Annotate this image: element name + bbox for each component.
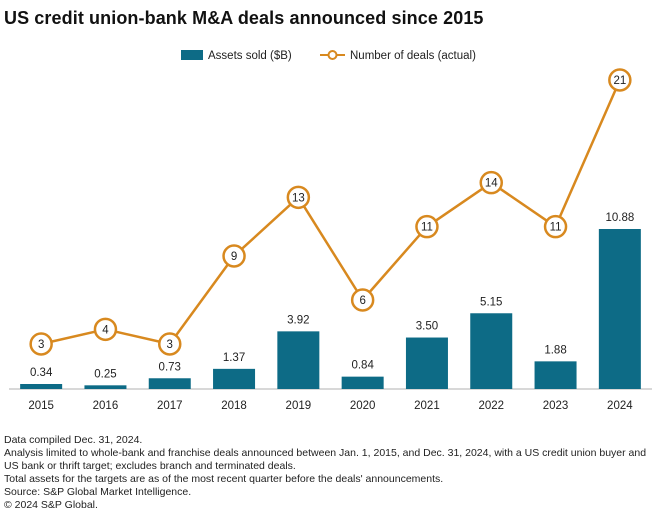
- assets-bar: [598, 229, 641, 389]
- deals-marker-label: 13: [292, 192, 305, 204]
- chart-notes: Data compiled Dec. 31, 2024. Analysis li…: [4, 434, 654, 512]
- deals-marker: [479, 170, 503, 195]
- x-tick-label: 2024: [607, 400, 633, 412]
- assets-bar: [84, 385, 127, 389]
- x-tick-label: 2018: [221, 400, 247, 412]
- deals-marker: [286, 185, 311, 210]
- deals-marker: [93, 317, 118, 342]
- legend-bar-label: Assets sold ($B): [208, 50, 292, 62]
- chart-title: US credit union-bank M&A deals announced…: [4, 8, 484, 28]
- note-line: Source: S&P Global Market Intelligence.: [4, 486, 192, 498]
- note-line: © 2024 S&P Global.: [4, 499, 98, 511]
- assets-bar-label: 0.84: [351, 360, 374, 372]
- legend-line-label: Number of deals (actual): [350, 50, 476, 62]
- deals-marker: [222, 244, 246, 268]
- assets-bar-label: 3.92: [287, 314, 309, 326]
- deals-marker: [415, 214, 439, 239]
- assets-bar: [213, 368, 256, 389]
- deals-marker-label: 3: [38, 339, 44, 351]
- deals-marker: [543, 214, 568, 239]
- x-tick-label: 2022: [478, 400, 504, 412]
- deals-marker: [608, 68, 632, 92]
- assets-bar: [534, 361, 577, 389]
- deals-line: [39, 78, 622, 346]
- x-tick-label: 2020: [350, 400, 376, 412]
- legend-line-marker: [327, 50, 338, 60]
- deals-marker-label: 11: [550, 222, 562, 234]
- x-tick-label: 2021: [414, 400, 440, 412]
- assets-bar: [277, 331, 320, 389]
- x-tick-label: 2016: [93, 400, 119, 412]
- deals-marker-label: 9: [231, 251, 237, 263]
- plot-area: 2015 2016 2017 2018 2019 2020 2021 2022 2023 2024…: [9, 68, 652, 412]
- deals-marker-label: 11: [421, 222, 433, 234]
- deals-marker-label: 21: [613, 75, 626, 87]
- assets-bar-label: 0.25: [94, 368, 116, 380]
- assets-bar-label: 1.88: [544, 344, 566, 356]
- assets-bar-label: 10.88: [605, 212, 634, 224]
- x-tick-label: 2023: [543, 400, 569, 412]
- x-tick-label: 2015: [28, 400, 54, 412]
- deals-marker: [350, 288, 375, 312]
- assets-bar-label: 3.50: [416, 321, 438, 333]
- assets-bar-label: 0.73: [159, 361, 181, 373]
- deals-marker-label: 4: [102, 324, 109, 336]
- assets-bar-label: 1.37: [223, 352, 245, 364]
- legend-bar-swatch: [181, 50, 203, 60]
- legend: Assets sold ($B) Number of deals (actual…: [181, 50, 476, 62]
- note-line: Data compiled Dec. 31, 2024.: [4, 434, 143, 446]
- deals-marker: [29, 332, 53, 356]
- note-line: Total assets for the targets are as of t…: [4, 473, 444, 485]
- deals-marker-label: 6: [359, 295, 365, 307]
- assets-bar-label: 5.15: [480, 296, 502, 308]
- x-tick-label: 2019: [286, 400, 312, 412]
- x-tick-label: 2017: [157, 400, 183, 412]
- assets-bar: [341, 376, 384, 389]
- assets-bar: [470, 313, 513, 389]
- note-line: Analysis limited to whole-bank and franc…: [4, 447, 647, 472]
- assets-bar: [20, 384, 63, 389]
- deals-marker-label: 14: [485, 178, 498, 190]
- deals-marker: [158, 332, 182, 356]
- assets-bar: [148, 378, 191, 389]
- deals-marker-label: 3: [167, 339, 173, 351]
- assets-bar-label: 0.34: [30, 367, 53, 379]
- assets-bar: [405, 337, 448, 389]
- combo-chart: Assets sold ($B) Number of deals (actual…: [9, 50, 652, 412]
